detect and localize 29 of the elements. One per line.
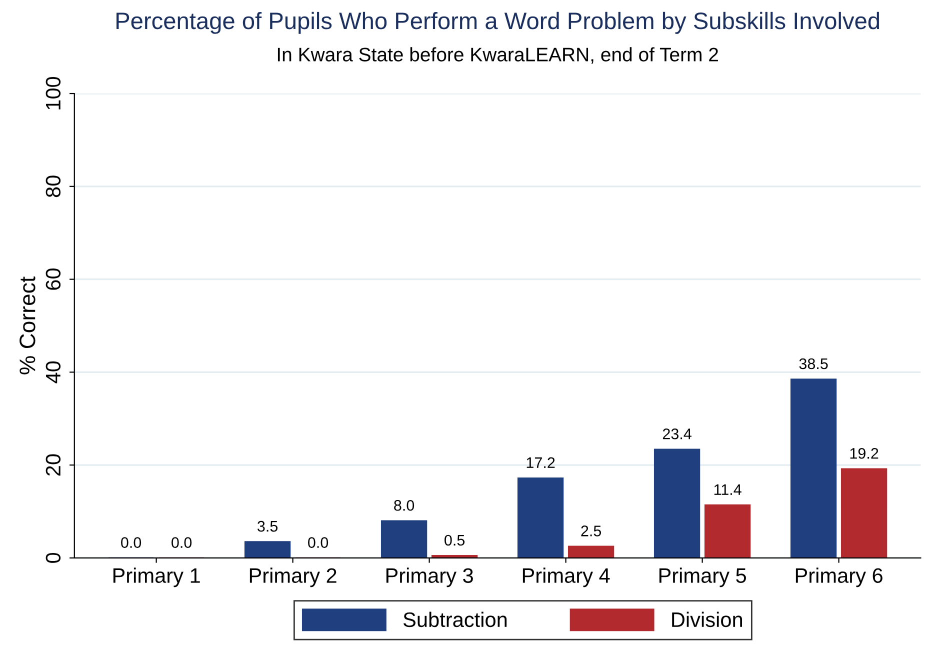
- y-tick-label: 20: [46, 454, 61, 476]
- y-tick-label: 100: [46, 76, 61, 110]
- data-label: 0.0: [172, 537, 192, 548]
- y-tick-label: 0: [46, 552, 61, 563]
- data-label: 0.0: [121, 537, 142, 548]
- x-tick-label: Primary 4: [522, 568, 610, 588]
- data-label: 3.5: [258, 520, 278, 532]
- data-label: 38.5: [799, 358, 828, 370]
- y-axis-title: % Correct: [20, 276, 36, 374]
- x-tick-label: Primary 1: [113, 568, 200, 588]
- x-tick-label: Primary 5: [659, 568, 746, 588]
- y-tick-label: 80: [46, 176, 61, 198]
- legend-label: Subtraction: [403, 612, 507, 628]
- x-tick-label: Primary 6: [796, 568, 882, 588]
- y-tick-label: 40: [46, 361, 61, 384]
- y-tick-label: 60: [46, 268, 61, 290]
- x-tick-label: Primary 3: [386, 568, 473, 588]
- data-label: 2.5: [581, 526, 602, 536]
- chart-title: Percentage of Pupils Who Perform a Word Problem by Subskills Involved: [116, 12, 880, 34]
- data-label: 19.2: [850, 448, 878, 459]
- data-label: 11.4: [714, 484, 742, 495]
- data-label: 23.4: [662, 428, 692, 440]
- x-tick-label: Primary 2: [250, 568, 336, 588]
- legend-label: Division: [672, 612, 742, 628]
- data-label: 17.2: [526, 457, 555, 468]
- data-label: 8.0: [394, 500, 414, 511]
- data-label: 0.0: [308, 537, 328, 548]
- chart-subtitle: In Kwara State before KwaraLEARN, end of Term 2: [278, 47, 718, 64]
- data-label: 0.5: [444, 534, 465, 546]
